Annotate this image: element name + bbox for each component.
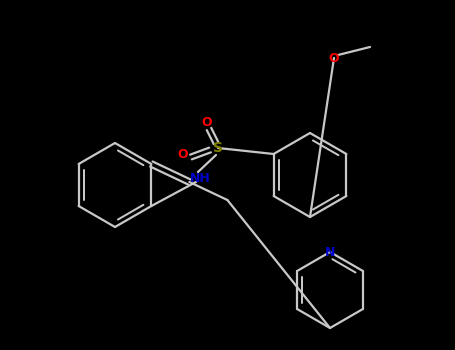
Text: O: O <box>202 116 212 128</box>
Text: O: O <box>178 148 188 161</box>
Text: O: O <box>329 51 339 64</box>
Text: N: N <box>325 245 335 259</box>
Text: S: S <box>213 141 223 155</box>
Text: NH: NH <box>190 172 210 184</box>
